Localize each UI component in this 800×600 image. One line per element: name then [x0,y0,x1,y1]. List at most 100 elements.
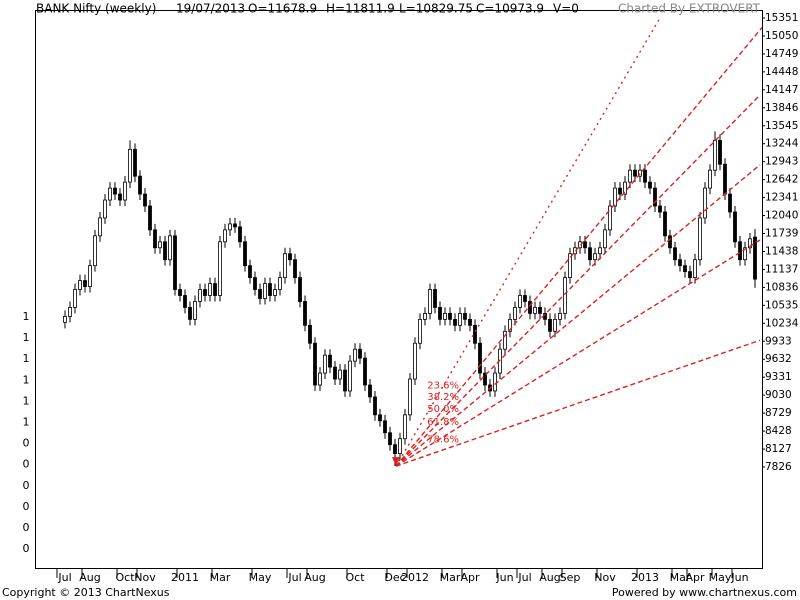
x-tick-label: 2011 [171,571,199,584]
x-tick-label: Oct [115,571,135,584]
candle-body [403,414,407,440]
candle-body [428,289,432,314]
candle-body [183,295,187,308]
candle-body [708,169,712,189]
candle-body [193,301,197,320]
candle-body [223,229,227,243]
x-tick-label: Jul [287,571,301,584]
candle-body [563,277,567,314]
candle-body [243,241,247,267]
candle-body [598,247,602,255]
candle-body [613,187,617,207]
candle-body [518,295,522,308]
candle-body [258,289,262,299]
fan-line [395,26,762,467]
x-tick-label: Aug [79,571,100,584]
plot-frame [35,10,763,569]
candle-body [88,265,92,287]
fan-line [395,164,761,467]
y-tick-label: 10535 [765,299,798,311]
x-tick-label: Aug [304,571,325,584]
candle-body [78,280,82,290]
candle-body [68,307,72,317]
candle-body [473,324,477,344]
x-tick-label: Jul [517,571,531,584]
candle-body [323,354,327,374]
candle-body [628,169,632,183]
candle-body [548,318,552,332]
candle-body [683,265,687,273]
candle-body [493,372,497,392]
candle-body [308,324,312,344]
left-axis-label: 1 [23,416,30,429]
candle-body [738,241,742,261]
x-tick-label: Mar [670,571,691,584]
y-tick-label: 10234 [765,317,799,329]
x-tick-label: May [249,571,272,584]
left-axis-label: 0 [23,479,30,492]
left-axis-label: 1 [23,373,30,386]
candle-body [618,187,622,195]
y-tick-label: 13846 [765,102,799,114]
y-tick-label: 8127 [765,443,792,455]
candle-body [638,169,642,177]
left-axis-label: 0 [23,542,30,555]
candle-body [608,205,612,231]
y-tick-label: 9331 [765,371,792,383]
footer-copyright: Copyright © 2013 ChartNexus [2,586,170,599]
candle-body [663,211,667,237]
candle-body [158,241,162,249]
candle-body [118,193,122,201]
fan-label: 23.6% [427,381,459,392]
y-tick-label: 7826 [765,461,792,473]
y-tick-label: 14749 [765,48,798,60]
left-axis-label: 0 [23,521,30,534]
candle-body [313,342,317,386]
y-tick-label: 12943 [765,156,798,168]
candle-body [653,187,657,207]
y-tick-label: 11739 [765,228,798,240]
candle-body [693,259,697,279]
candle-body [553,318,557,332]
candle-body [528,301,532,314]
candle-body [648,181,652,189]
candle-body [438,307,442,320]
y-tick-label: 12341 [765,192,798,204]
x-tick-label: Nov [134,571,156,584]
candle-body [318,372,322,386]
candle-body [568,253,572,279]
candle-body [398,438,402,455]
y-tick-label: 11137 [765,263,798,275]
candle-body [378,414,382,422]
fan-label: 38.2% [427,392,459,403]
candle-body [63,315,67,323]
candle-body [358,348,362,359]
y-tick-label: 12642 [765,174,798,186]
candle-body [353,348,357,362]
header-credit: Charted By EXTROVERT [618,2,761,16]
left-axis-label: 0 [23,437,30,450]
candle-body [453,318,457,326]
x-tick-label: Apr [460,571,480,584]
candle-body [633,169,637,177]
candle-body [478,342,482,374]
candle-body [463,313,467,320]
candle-body [688,271,692,279]
candle-body [263,283,267,299]
y-tick-label: 9030 [765,389,792,401]
candle-body [108,187,112,201]
y-tick-label: 11438 [765,245,798,257]
candle-body [423,313,427,320]
candle-body [723,163,727,195]
candle-body [368,384,372,398]
candle-body [733,211,737,243]
candle-body [248,265,252,279]
candle-body [98,217,102,237]
footer-powered: Powered by www.chartnexus.com [612,586,797,599]
candle-body [603,229,607,249]
candle-body [418,318,422,344]
candle-body [218,241,222,296]
candle-body [83,280,87,287]
candle-body [178,289,182,296]
